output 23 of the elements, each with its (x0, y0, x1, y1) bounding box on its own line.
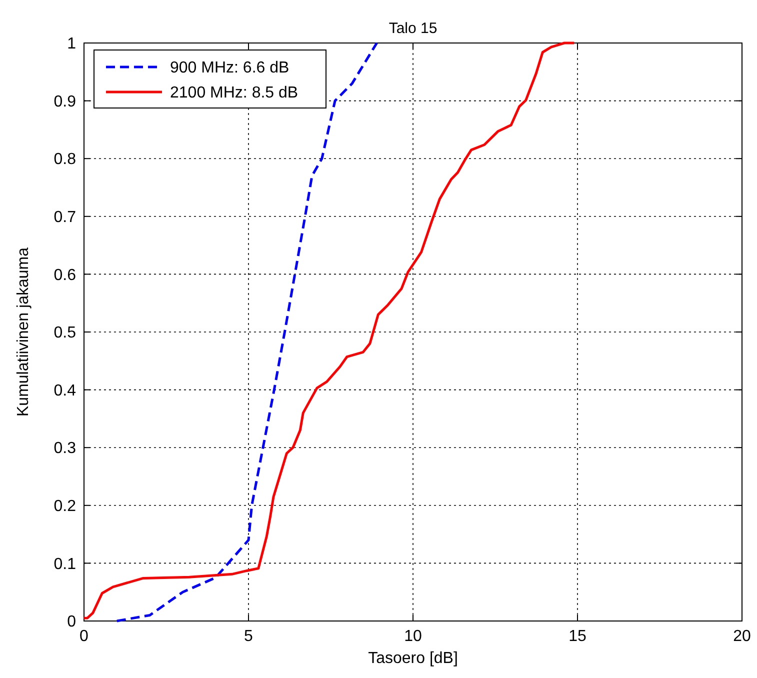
y-tick-label: 0.8 (54, 151, 76, 168)
y-tick-label: 0.4 (54, 382, 76, 400)
y-tick-label: 0.5 (54, 324, 76, 342)
x-axis-title: Tasoero [dB] (368, 650, 458, 667)
y-tick-label: 0.9 (54, 93, 76, 110)
x-tick-label: 20 (733, 628, 751, 645)
chart-title: Talo 15 (388, 20, 438, 37)
line-series (116, 42, 378, 622)
y-tick-label: 0.7 (54, 209, 76, 226)
y-tick-label: 0.3 (54, 440, 76, 458)
y-tick-label: 0.6 (54, 266, 76, 284)
x-tick-label: 15 (568, 628, 586, 645)
x-tick-label: 5 (244, 628, 254, 645)
x-tick-label: 10 (404, 628, 422, 645)
y-tick-label: 0 (67, 614, 76, 631)
y-tick-label: 0.2 (54, 498, 76, 515)
line-series (82, 42, 576, 620)
y-tick-label: 1 (67, 36, 76, 53)
legend-label: 900 MHz: 6.6 dB (170, 60, 290, 77)
y-tick-label: 0.1 (54, 556, 76, 573)
y-axis-title: Kumulatiivinen jakauma (15, 247, 32, 416)
legend-label: 2100 MHz: 8.5 dB (170, 84, 298, 102)
x-tick-label: 0 (80, 628, 89, 645)
